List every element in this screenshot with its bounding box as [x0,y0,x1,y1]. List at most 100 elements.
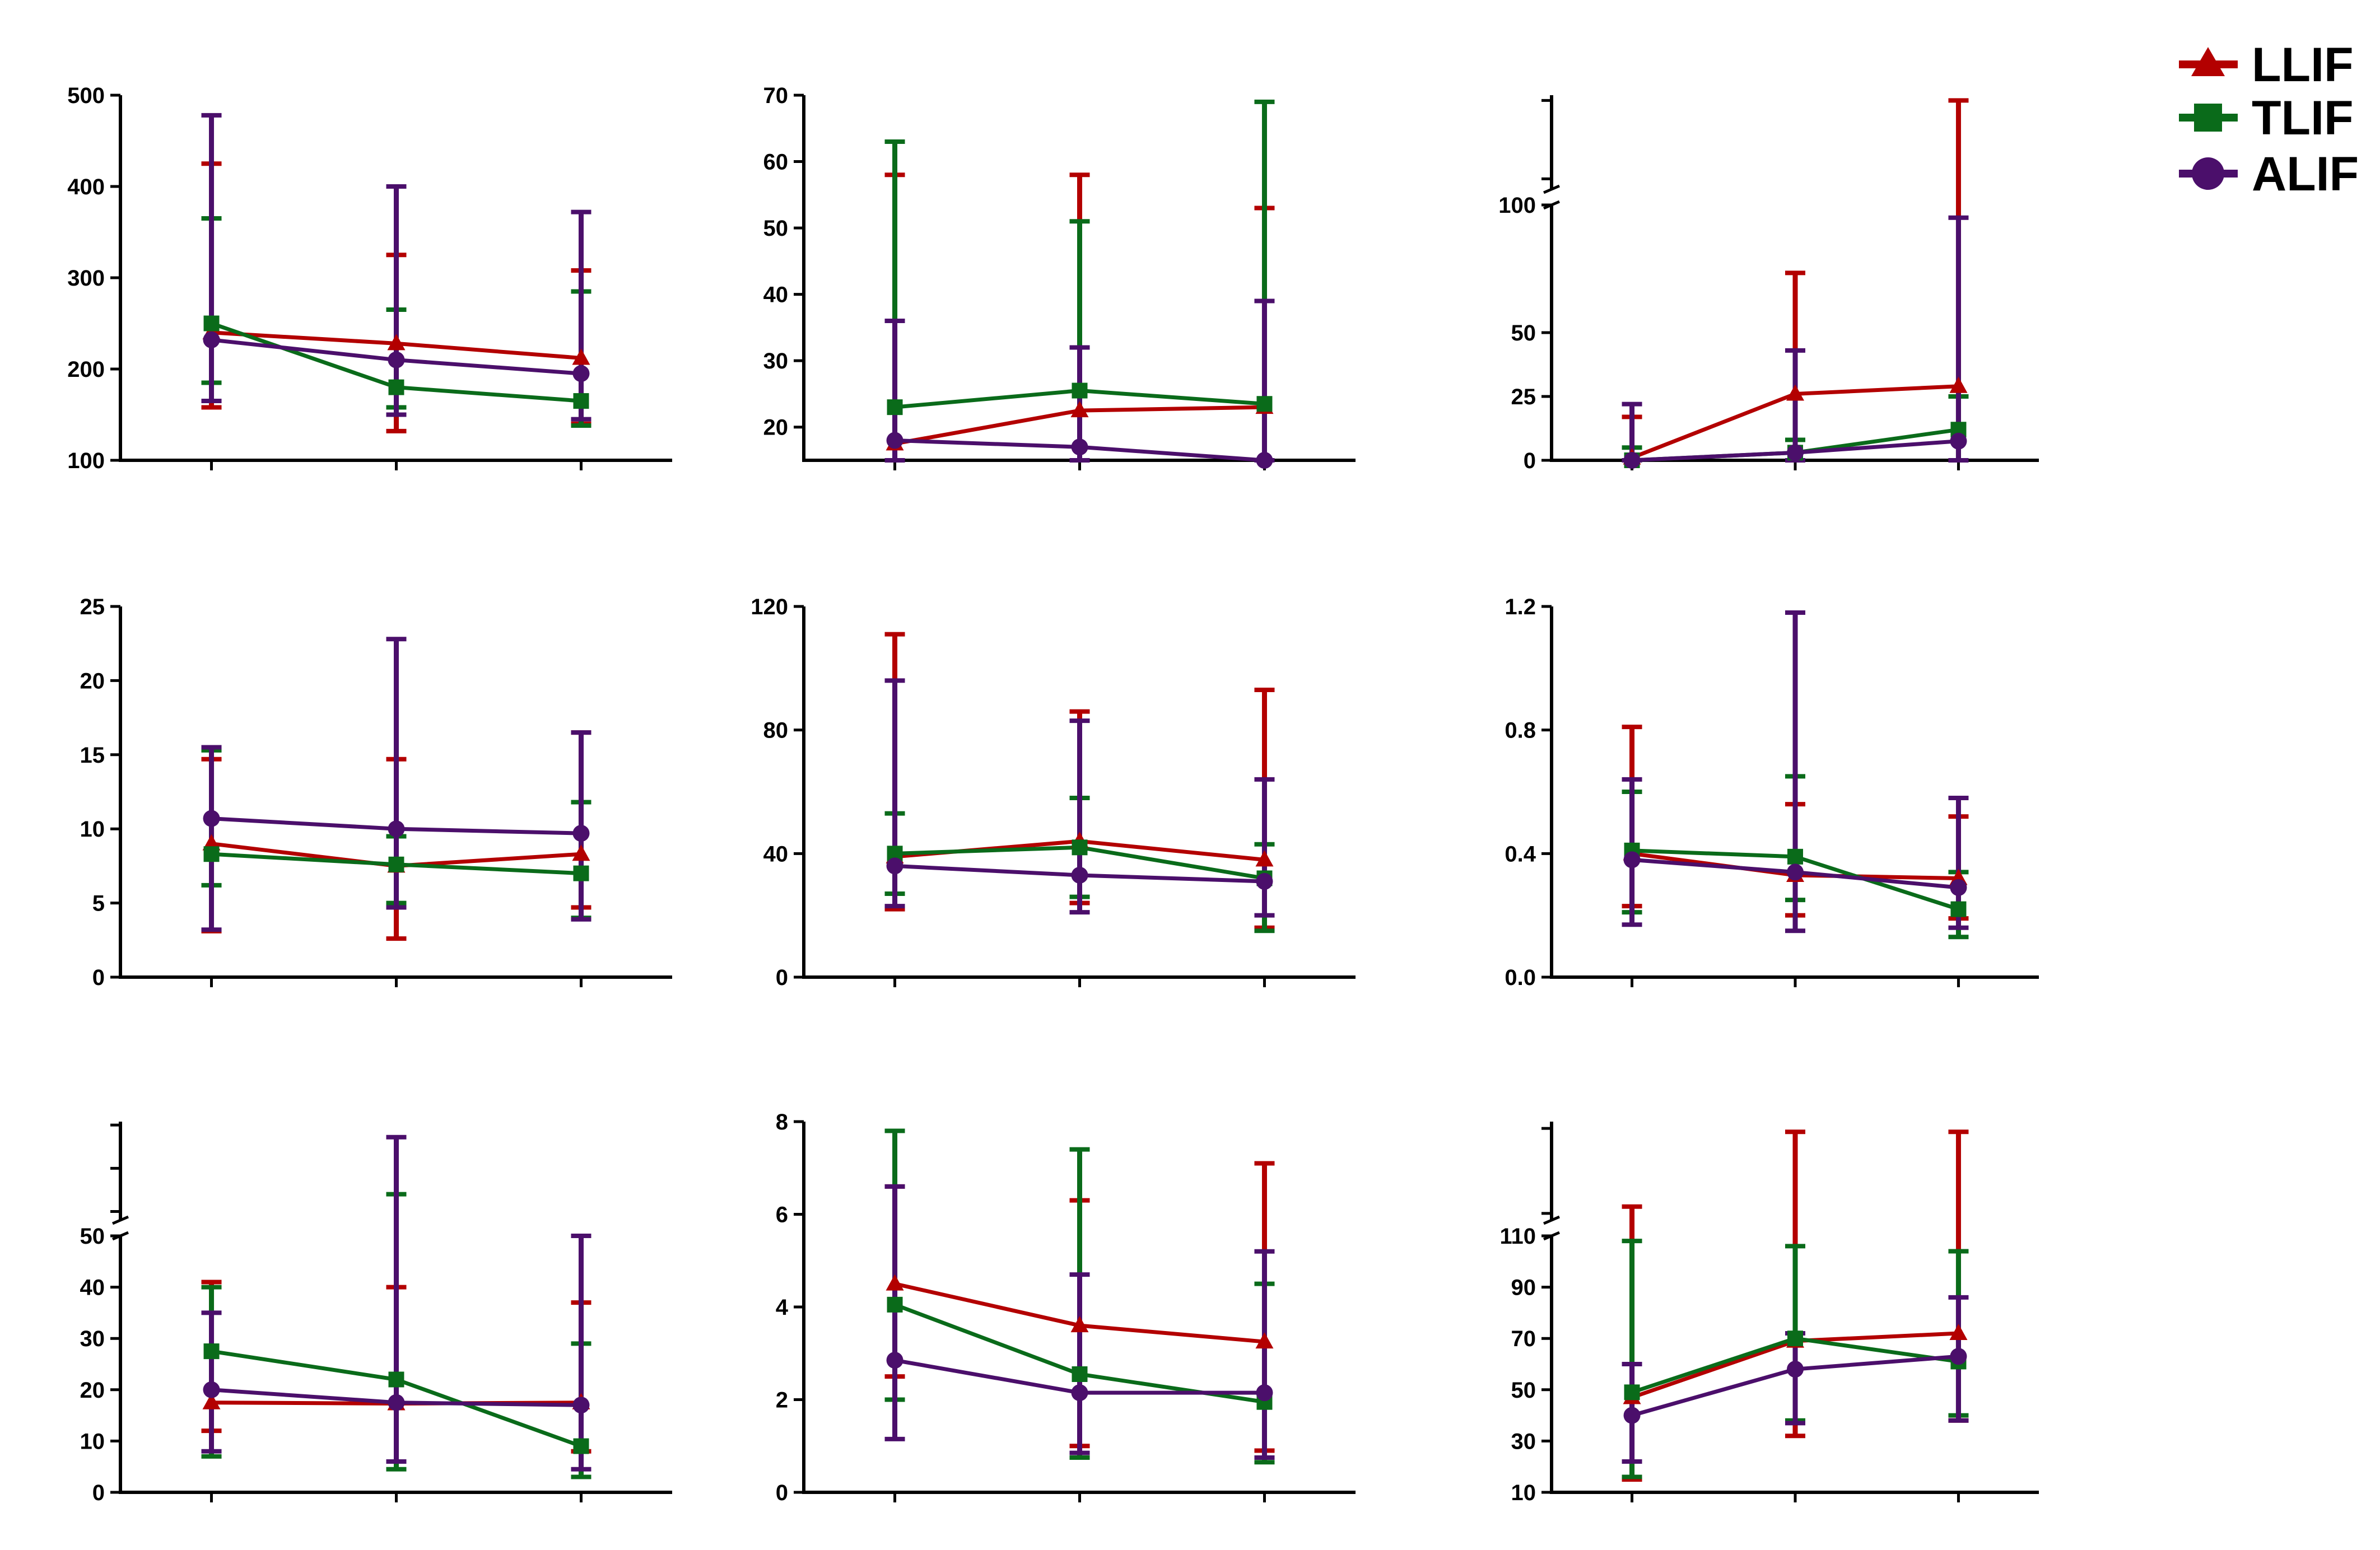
data-point-llif [1949,376,1968,393]
y-tick-label: 40 [80,1276,105,1300]
data-point-tlif [1072,382,1088,399]
series-alif [884,1184,1275,1460]
legend-label-llif: LLIF [2252,38,2354,92]
data-point-alif [203,810,220,827]
data-point-alif [388,351,405,368]
panels: 1002003004005002030405060700255010005101… [67,83,2039,1505]
chart-panel-ast: 20 30 40 50 60 70 [763,83,1356,470]
data-point-alif [203,1381,220,1398]
data-point-llif [1070,1316,1089,1333]
data-point-tlif [1787,1330,1803,1347]
y-tick-label: 30 [1511,1429,1536,1454]
data-point-tlif [388,379,404,395]
data-point-llif [1255,850,1274,867]
data-point-alif [886,857,903,875]
y-tick-label: 70 [1511,1327,1536,1351]
y-tick-label: 20 [763,415,789,440]
data-point-tlif [388,1371,404,1388]
axis-break-mark [1543,1215,1560,1225]
y-tick-label: 15 [80,743,105,768]
y-tick-label: 120 [751,595,788,619]
data-point-tlif [1787,848,1803,865]
triangle-marker-icon [2191,47,2225,76]
y-tick-label: 30 [763,349,789,374]
data-point-tlif [573,865,589,881]
circle-marker-icon [2192,157,2224,190]
data-point-tlif [887,399,903,415]
data-point-llif [1786,384,1804,401]
y-tick-label: 0 [1524,449,1536,473]
chart-panel-gp130: 0 40 80 120 [751,595,1356,990]
data-point-tlif [1624,1384,1640,1400]
data-point-llif [572,348,590,365]
y-tick-label: 0.4 [1505,842,1536,866]
data-point-alif [1950,432,1967,450]
y-tick-label: 110 [1499,1224,1536,1249]
chart-panel-oc: 0 2 4 6 8 [776,1110,1356,1505]
y-tick-label: 50 [763,216,789,241]
data-point-tlif [573,1438,589,1454]
data-point-llif [572,844,590,861]
data-point-llif [1070,401,1089,418]
data-point-tlif [1072,1366,1088,1382]
y-tick-label: 100 [1498,193,1536,218]
y-tick-label: 0 [92,1481,105,1505]
data-point-llif [202,1393,221,1409]
y-tick-label: 20 [80,669,105,693]
y-tick-label: 0.8 [1505,718,1536,743]
chart-panel-tweak-tnfsf12: 0.0 0.4 0.8 1.2 [1505,595,2039,990]
data-point-alif [1071,438,1088,456]
legend: LLIF TLIF ALIF [2179,38,2359,201]
data-point-alif [1623,452,1641,469]
y-tick-label: 200 [67,357,105,382]
y-tick-label: 8 [776,1110,788,1135]
square-marker-icon [2194,104,2222,132]
data-point-tlif [203,846,220,862]
y-tick-label: 0 [92,965,105,990]
legend-label-tlif: TLIF [2252,91,2354,145]
data-point-tlif [203,315,220,332]
data-point-alif [1950,1348,1967,1365]
data-point-tlif [203,1343,220,1360]
data-point-alif [572,365,590,382]
data-point-alif [203,331,220,348]
y-tick-label: 60 [763,150,789,175]
data-point-alif [1787,863,1804,881]
chart-panel-tf: 100 200 300 400 500 [67,83,672,473]
data-point-alif [1623,1407,1641,1424]
data-point-alif [1256,872,1273,890]
data-point-alif [388,1394,405,1411]
y-tick-label: 50 [1511,1378,1536,1403]
y-tick-label: 0 [776,1481,788,1505]
data-point-alif [388,820,405,838]
legend-item-tlif: TLIF [2179,91,2354,145]
chart-panel-crp: 0 25 50 100 [1498,95,2039,473]
data-point-alif [1623,851,1641,869]
y-tick-label: 100 [67,449,105,473]
y-tick-label: 4 [776,1295,789,1320]
data-point-llif [1255,1332,1274,1349]
data-point-tlif [573,393,589,409]
axis-break-mark [112,1215,129,1225]
y-tick-label: 80 [763,718,789,743]
series-alif [1622,215,1969,463]
data-point-alif [1071,866,1088,884]
y-tick-label: 40 [763,283,789,307]
data-point-alif [886,1352,903,1369]
y-tick-label: 10 [80,817,105,842]
data-point-tlif [1256,396,1273,412]
data-point-alif [1071,1384,1088,1402]
y-tick-label: 6 [776,1203,788,1227]
data-point-tlif [1072,839,1088,856]
data-point-llif [1949,1324,1968,1341]
y-tick-label: 500 [67,83,105,108]
data-point-tlif [1950,901,1967,917]
y-tick-label: 20 [80,1378,105,1403]
y-tick-label: 30 [80,1327,105,1351]
axis-break-mark [1543,184,1560,194]
chart-panel-mmp2: 0 10 20 30 40 50 [80,1122,672,1505]
y-tick-label: 90 [1511,1276,1536,1300]
y-tick-label: 40 [763,842,789,866]
data-point-alif [1787,1361,1804,1378]
y-tick-label: 1.2 [1505,595,1536,619]
